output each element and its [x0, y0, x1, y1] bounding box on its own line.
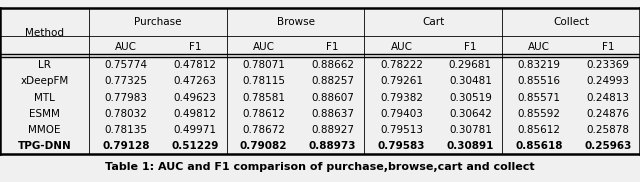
Text: 0.85516: 0.85516: [518, 76, 561, 86]
Text: 0.88607: 0.88607: [311, 92, 354, 102]
Text: 0.85592: 0.85592: [518, 109, 561, 119]
Text: 0.30481: 0.30481: [449, 76, 492, 86]
Text: 0.49812: 0.49812: [173, 109, 216, 119]
Text: LR: LR: [38, 60, 51, 70]
Text: 0.24876: 0.24876: [587, 109, 630, 119]
Text: Cart: Cart: [422, 17, 444, 27]
Text: 0.23369: 0.23369: [587, 60, 630, 70]
Text: 0.79583: 0.79583: [378, 141, 425, 151]
Text: Collect: Collect: [553, 17, 589, 27]
Text: 0.88927: 0.88927: [311, 125, 354, 135]
Text: 0.79382: 0.79382: [380, 92, 423, 102]
Text: 0.49971: 0.49971: [173, 125, 216, 135]
Text: 0.77325: 0.77325: [104, 76, 147, 86]
Text: F1: F1: [464, 42, 477, 52]
Text: 0.30642: 0.30642: [449, 109, 492, 119]
Text: 0.30781: 0.30781: [449, 125, 492, 135]
Text: 0.88637: 0.88637: [311, 109, 354, 119]
Text: 0.24813: 0.24813: [587, 92, 630, 102]
Text: AUC: AUC: [253, 42, 275, 52]
Text: 0.85618: 0.85618: [515, 141, 563, 151]
Text: 0.78672: 0.78672: [242, 125, 285, 135]
Text: xDeepFM: xDeepFM: [20, 76, 68, 86]
Text: 0.79513: 0.79513: [380, 125, 423, 135]
Text: 0.85612: 0.85612: [518, 125, 561, 135]
Text: AUC: AUC: [528, 42, 550, 52]
Text: 0.30891: 0.30891: [447, 141, 494, 151]
Text: F1: F1: [189, 42, 201, 52]
Text: 0.47812: 0.47812: [173, 60, 216, 70]
Text: 0.75774: 0.75774: [104, 60, 147, 70]
Text: 0.30519: 0.30519: [449, 92, 492, 102]
Text: Table 1: AUC and F1 comparison of purchase,browse,cart and collect: Table 1: AUC and F1 comparison of purcha…: [105, 162, 535, 172]
Text: MTL: MTL: [34, 92, 55, 102]
Text: 0.49623: 0.49623: [173, 92, 216, 102]
Text: 0.79082: 0.79082: [240, 141, 287, 151]
Text: AUC: AUC: [390, 42, 413, 52]
Text: 0.88662: 0.88662: [311, 60, 354, 70]
Text: 0.78222: 0.78222: [380, 60, 423, 70]
Text: 0.78135: 0.78135: [104, 125, 147, 135]
Text: 0.79261: 0.79261: [380, 76, 423, 86]
Text: 0.85571: 0.85571: [518, 92, 561, 102]
Text: 0.51229: 0.51229: [171, 141, 218, 151]
Text: TPG-DNN: TPG-DNN: [17, 141, 71, 151]
Text: Browse: Browse: [276, 17, 314, 27]
Text: F1: F1: [326, 42, 339, 52]
Text: 0.77983: 0.77983: [104, 92, 147, 102]
Text: 0.24993: 0.24993: [587, 76, 630, 86]
Text: 0.29681: 0.29681: [449, 60, 492, 70]
Text: 0.78071: 0.78071: [243, 60, 285, 70]
Text: MMOE: MMOE: [28, 125, 61, 135]
Text: F1: F1: [602, 42, 614, 52]
Text: 0.25878: 0.25878: [587, 125, 630, 135]
Text: ESMM: ESMM: [29, 109, 60, 119]
Text: 0.78032: 0.78032: [104, 109, 147, 119]
Text: 0.78581: 0.78581: [242, 92, 285, 102]
Text: 0.79403: 0.79403: [380, 109, 423, 119]
Text: 0.83219: 0.83219: [518, 60, 561, 70]
Text: 0.79128: 0.79128: [102, 141, 150, 151]
Text: 0.47263: 0.47263: [173, 76, 216, 86]
Text: Purchase: Purchase: [134, 17, 182, 27]
Text: 0.78115: 0.78115: [242, 76, 285, 86]
Text: 0.25963: 0.25963: [584, 141, 632, 151]
Text: AUC: AUC: [115, 42, 137, 52]
Text: 0.88973: 0.88973: [309, 141, 356, 151]
Text: 0.78612: 0.78612: [242, 109, 285, 119]
Text: 0.88257: 0.88257: [311, 76, 354, 86]
Text: Method: Method: [25, 28, 64, 38]
